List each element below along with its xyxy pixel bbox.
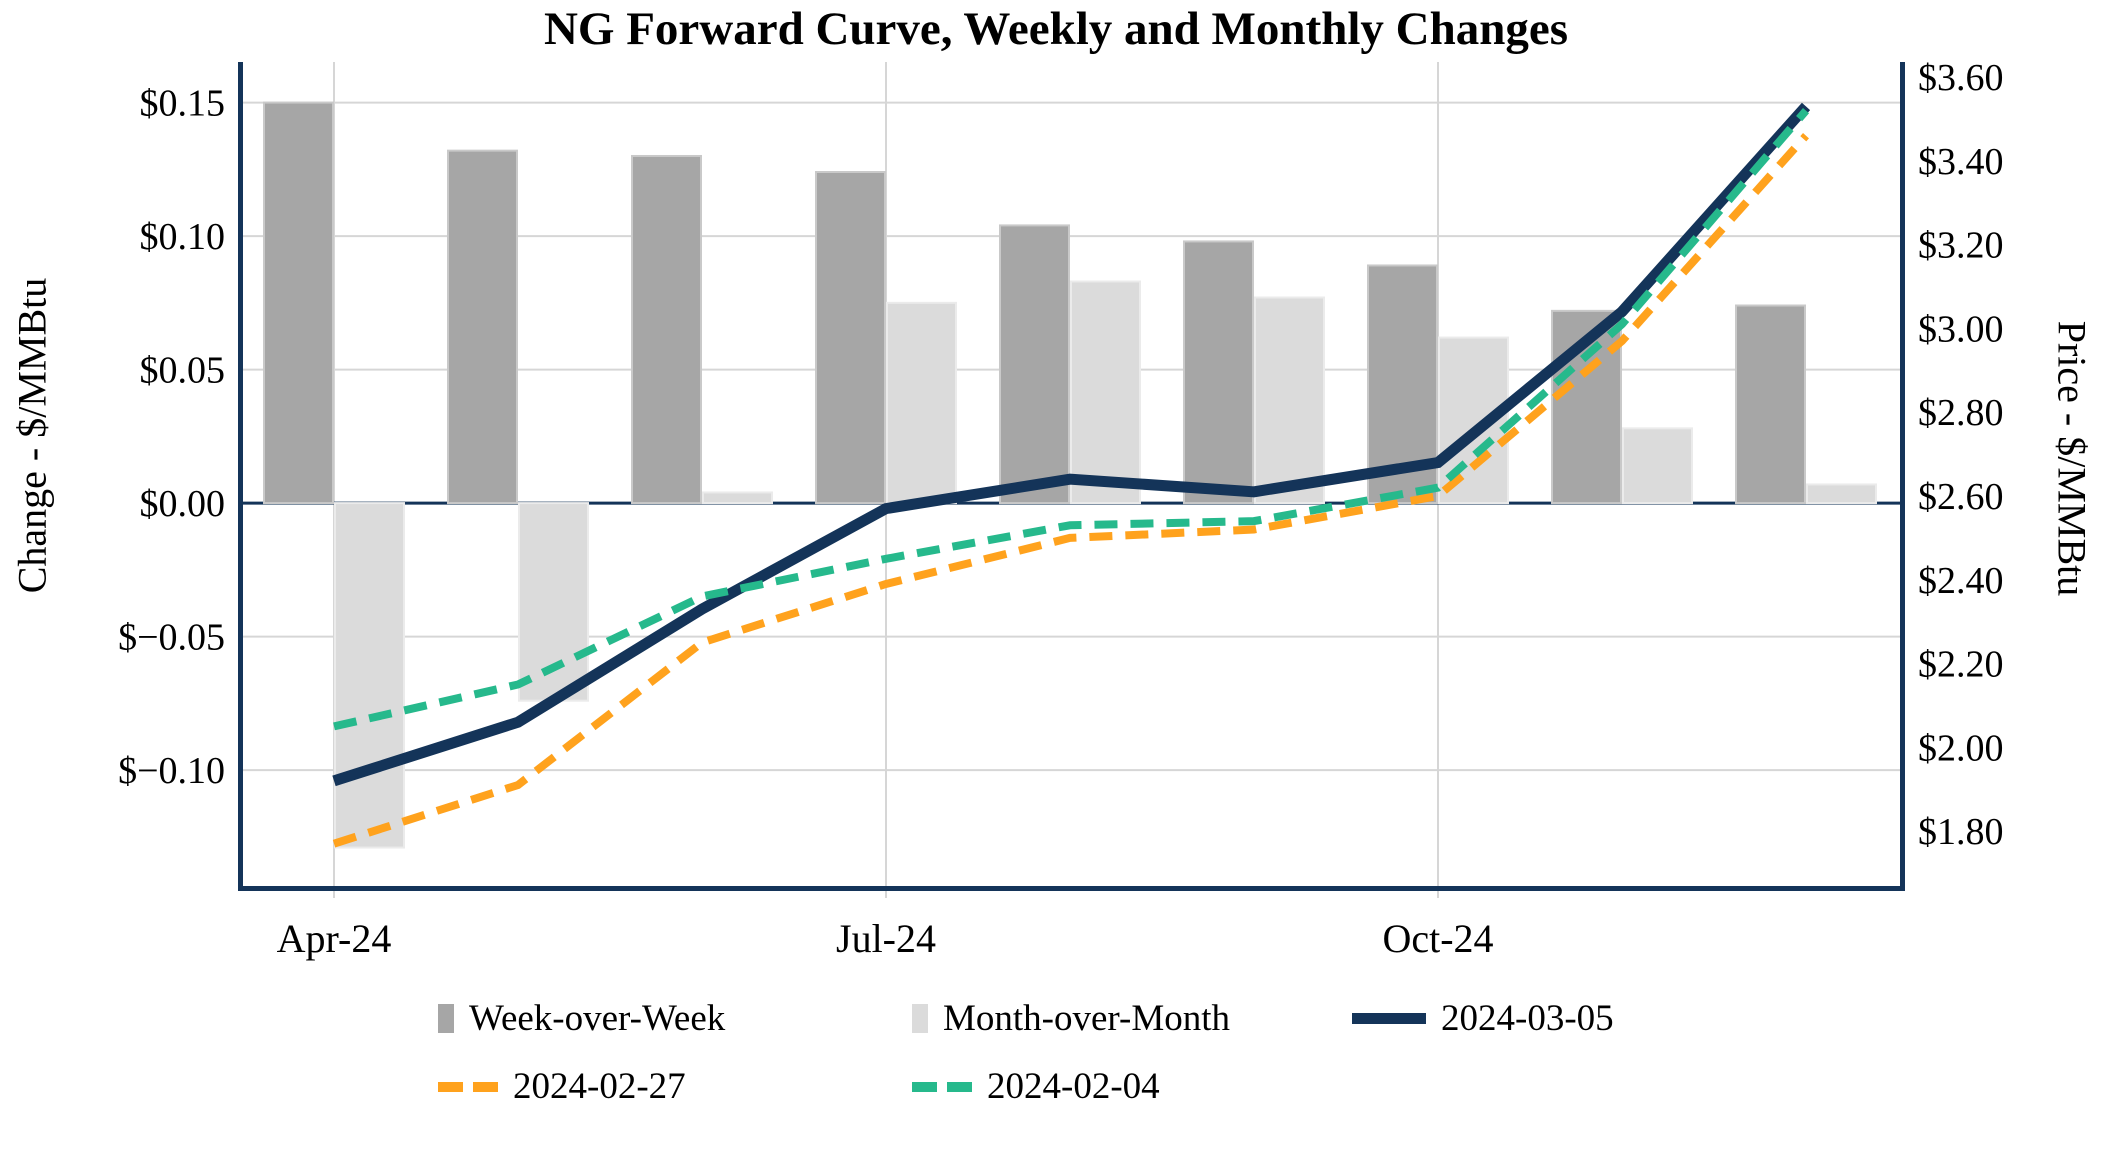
right-axis-tick-label: $3.20 (1918, 225, 2004, 267)
left-axis-line (238, 62, 243, 891)
legend-label: 2024-03-05 (1441, 998, 1614, 1039)
left-axis-tick-label: $0.00 (140, 483, 226, 525)
mom-bar (702, 491, 773, 505)
legend-item-2024-02-27: 2024-02-27 (438, 1068, 686, 1105)
wow-bar (631, 154, 702, 505)
right-axis-tick-label: $3.00 (1918, 308, 2004, 350)
left-axis-tick-label: $−0.10 (118, 750, 225, 792)
wow-bar (447, 149, 518, 505)
mom-bar (334, 502, 405, 849)
left-axis-tick-label: $0.10 (140, 216, 226, 258)
right-axis-tick-label: $2.00 (1918, 727, 2004, 769)
wow-bar (263, 101, 334, 505)
legend-label: Month-over-Month (943, 998, 1231, 1039)
navy-line-swatch-icon (1352, 1013, 1426, 1024)
left-axis-tick-label: $0.15 (140, 83, 226, 125)
mom-bar (1254, 296, 1325, 505)
legend-label: 2024-02-04 (987, 1066, 1160, 1107)
right-axis-tick-label: $3.40 (1918, 141, 2004, 183)
legend-item-2024-03-05: 2024-03-05 (1352, 1000, 1614, 1037)
legend-label: Week-over-Week (469, 998, 726, 1039)
legend-label: 2024-02-27 (513, 1066, 686, 1107)
right-axis-tick-label: $2.20 (1918, 644, 2004, 686)
orange-dash-swatch-icon (438, 1081, 498, 1092)
right-axis-line (1900, 62, 1905, 891)
legend-item-month-over-month: Month-over-Month (912, 1000, 1230, 1037)
wow-swatch-icon (438, 1004, 454, 1033)
right-axis-tick-label: $3.60 (1918, 57, 2004, 99)
x-axis-tick-label: Apr-24 (277, 916, 392, 961)
line-2024-02-04 (333, 107, 1810, 731)
left-axis-tick-label: $0.05 (140, 350, 226, 392)
wow-bar (1735, 304, 1806, 505)
wow-bar (815, 171, 886, 505)
green-dash-swatch-icon (912, 1081, 972, 1092)
x-axis-tick-label: Jul-24 (836, 916, 936, 961)
mom-bar (886, 301, 957, 505)
right-axis-tick-label: $2.60 (1918, 476, 2004, 518)
mom-bar (1622, 427, 1693, 505)
legend-item-2024-02-04: 2024-02-04 (912, 1068, 1160, 1105)
left-axis-tick-label: $−0.05 (118, 617, 225, 659)
wow-bar (1183, 240, 1254, 505)
mom-bar (1806, 483, 1877, 505)
mom-bar (1070, 280, 1141, 505)
right-axis-tick-label: $1.80 (1918, 811, 2004, 853)
right-axis-tick-label: $2.40 (1918, 560, 2004, 602)
right-axis-tick-label: $2.80 (1918, 392, 2004, 434)
bottom-axis-line (238, 886, 1905, 891)
line-2024-03-05 (332, 102, 1811, 787)
line-2024-02-27 (332, 133, 1809, 848)
chart-title: NG Forward Curve, Weekly and Monthly Cha… (543, 3, 1569, 55)
legend-item-week-over-week: Week-over-Week (438, 1000, 725, 1037)
x-axis-tick-label: Oct-24 (1382, 916, 1493, 961)
wow-bar (999, 224, 1070, 505)
mom-swatch-icon (912, 1004, 928, 1033)
